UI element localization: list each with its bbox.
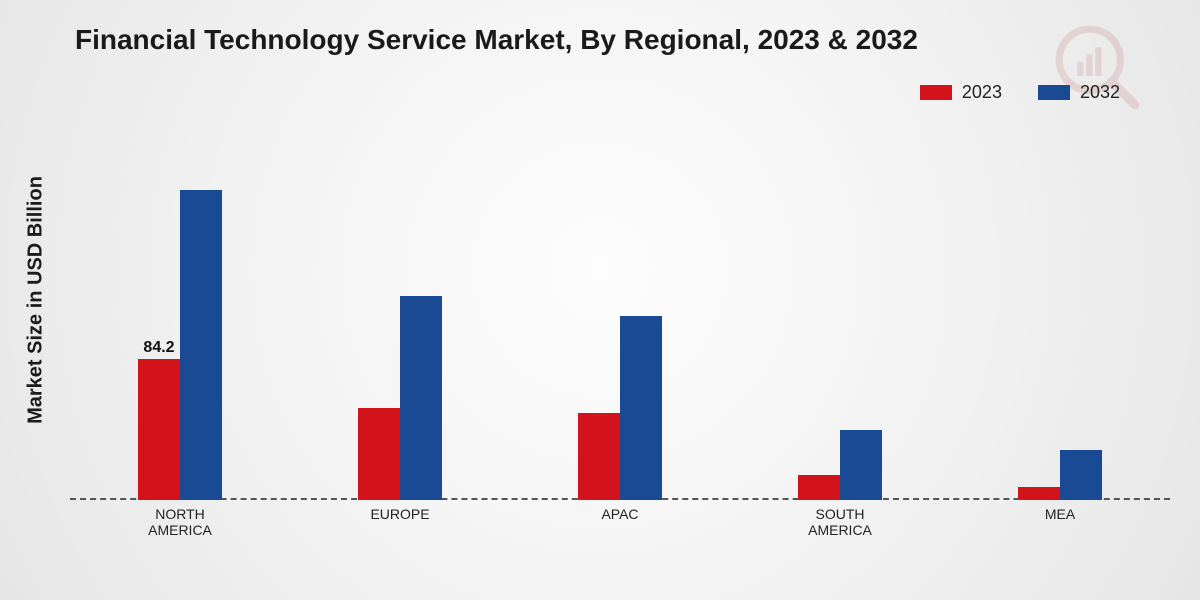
bar-2032 [620,316,662,500]
legend-item-2032: 2032 [1038,82,1120,103]
bar-group: APAC [578,316,662,500]
bar-2023 [798,475,840,500]
chart-title: Financial Technology Service Market, By … [75,24,918,56]
legend-item-2023: 2023 [920,82,1002,103]
x-axis-label: APAC [601,506,638,522]
legend-label-2032: 2032 [1080,82,1120,103]
x-axis-label: NORTH AMERICA [148,506,212,538]
y-axis-label: Market Size in USD Billion [25,176,48,424]
bar-2032 [840,430,882,500]
x-axis-label: SOUTH AMERICA [808,506,872,538]
legend-swatch-2032 [1038,85,1070,100]
x-axis-label: MEA [1045,506,1075,522]
bar-group: EUROPE [358,296,442,500]
bar-2032 [180,190,222,500]
legend: 2023 2032 [920,82,1120,103]
bar-2032 [1060,450,1102,500]
legend-label-2023: 2023 [962,82,1002,103]
chart-canvas: Financial Technology Service Market, By … [0,0,1200,600]
legend-swatch-2023 [920,85,952,100]
x-axis-label: EUROPE [370,506,429,522]
bar-2023 [578,413,620,500]
bar-2023 [138,359,180,500]
bar-2023 [358,408,400,500]
bar-value-label: 84.2 [143,339,174,357]
bar-group: MEA [1018,450,1102,500]
bar-2032 [400,296,442,500]
plot-area: NORTH AMERICA84.2EUROPEAPACSOUTH AMERICA… [70,140,1170,500]
bar-group: SOUTH AMERICA [798,430,882,500]
bar-2023 [1018,487,1060,500]
